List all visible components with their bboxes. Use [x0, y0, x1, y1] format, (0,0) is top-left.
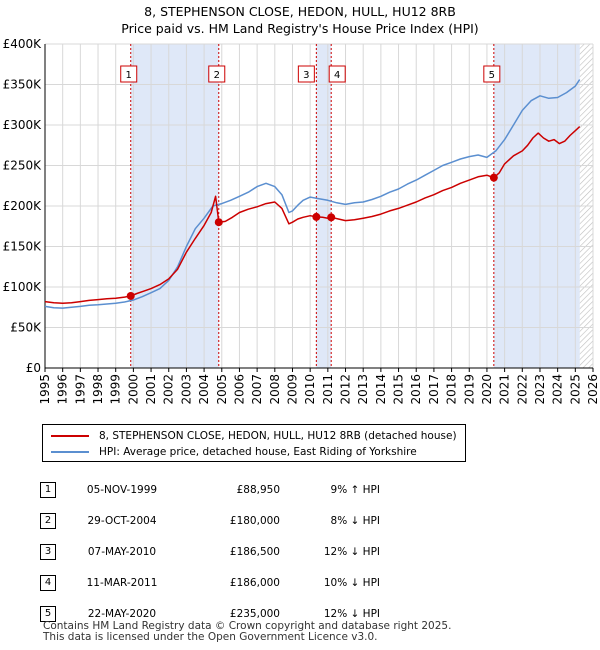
x-tick-label: 2014: [374, 374, 388, 405]
y-tick-label: £350K: [3, 78, 43, 92]
y-tick-label: £0: [26, 361, 41, 375]
y-tick-label: £300K: [3, 118, 43, 132]
table-row: 3 07-MAY-2010 £186,500 12% ↓ HPI: [40, 536, 380, 567]
y-tick-label: £400K: [3, 37, 43, 51]
sale-date: 07-MAY-2010: [87, 545, 157, 558]
chart-title-line2: Price paid vs. HM Land Registry's House …: [121, 21, 479, 36]
x-tick-label: 2005: [215, 374, 229, 405]
table-row: 2 29-OCT-2004 £180,000 8% ↓ HPI: [40, 505, 380, 536]
sale-number-box: [297, 65, 315, 83]
x-tick-label: 2023: [533, 374, 547, 405]
x-tick-label: 1995: [38, 374, 52, 405]
x-tick-label: 2000: [126, 374, 140, 405]
sale-date: 11-MAR-2011: [86, 576, 158, 589]
sale-number-badge: 1: [40, 481, 56, 498]
footer-line1: Contains HM Land Registry data © Crown c…: [43, 620, 452, 632]
sale-price: £235,000: [229, 607, 280, 620]
x-tick-label: 2011: [321, 374, 335, 405]
legend-hpi-label: HPI: Average price, detached house, East…: [99, 446, 417, 458]
sale-number-label: 5: [489, 70, 495, 81]
sale-number-box: [328, 65, 346, 83]
x-tick-label: 2001: [144, 374, 158, 405]
y-tick-label: £50K: [10, 321, 42, 335]
sale-number-label: 2: [214, 70, 220, 81]
sale-number-label: 1: [126, 70, 132, 81]
x-tick-label: 2010: [303, 374, 317, 405]
sale-price: £88,950: [236, 483, 280, 496]
x-tick-label: 2007: [250, 374, 264, 405]
x-tick-label: 1999: [109, 374, 123, 405]
sale-number-box: [120, 65, 138, 83]
sale-hpi-diff: 12% ↓ HPI: [323, 607, 380, 620]
sale-number-badge: 2: [40, 512, 56, 529]
legend-price-label: 8, STEPHENSON CLOSE, HEDON, HULL, HU12 8…: [99, 430, 457, 442]
legend-item-price: 8, STEPHENSON CLOSE, HEDON, HULL, HU12 8…: [51, 429, 457, 443]
price-chart: £0 £50K £100K £150K £200K £250K £300K £350K £400…: [3, 37, 600, 405]
x-tick-label: 1998: [91, 374, 105, 405]
x-tick-label: 2013: [356, 374, 370, 405]
x-tick-label: 2024: [551, 374, 565, 405]
x-tick-label: 2022: [515, 374, 529, 405]
chart-title-line1: 8, STEPHENSON CLOSE, HEDON, HULL, HU12 8…: [144, 4, 456, 19]
legend-price-swatch: [51, 435, 89, 437]
x-tick-label: 2019: [462, 374, 476, 405]
footer-copyright: Contains HM Land Registry data © Crown c…: [43, 621, 451, 643]
y-tick-label: £250K: [3, 159, 43, 173]
sale-point: [312, 212, 321, 221]
table-row: 5 22-MAY-2020 £235,000 12% ↓ HPI: [40, 598, 380, 629]
x-tick-label: 2020: [480, 374, 494, 405]
sale-hpi-diff: 12% ↓ HPI: [323, 545, 380, 558]
sale-point: [126, 291, 135, 300]
sale-point: [214, 218, 223, 227]
sale-date: 05-NOV-1999: [86, 483, 158, 496]
legend-hpi-swatch: [51, 451, 89, 453]
x-tick-label: 1996: [56, 374, 70, 405]
sale-point: [327, 213, 336, 222]
x-tick-label: 2012: [339, 374, 353, 405]
sale-number-box: [208, 65, 226, 83]
x-tick-label: 2009: [285, 374, 299, 405]
y-tick-label: £200K: [3, 199, 43, 213]
x-tick-label: 2016: [409, 374, 423, 405]
sale-number-badge: 5: [40, 605, 56, 622]
sale-hpi-diff: 9% ↑ HPI: [330, 483, 380, 496]
sale-price: £186,500: [229, 545, 280, 558]
x-tick-label: 2025: [568, 374, 582, 405]
table-row: 1 05-NOV-1999 £88,950 9% ↑ HPI: [40, 474, 380, 505]
x-tick-label: 2018: [445, 374, 459, 405]
x-tick-label: 2008: [268, 374, 282, 405]
legend-item-hpi: HPI: Average price, detached house, East…: [51, 445, 417, 459]
sale-hpi-diff: 10% ↓ HPI: [323, 576, 380, 589]
sale-price: £180,000: [229, 514, 280, 527]
chart-legend: 8, STEPHENSON CLOSE, HEDON, HULL, HU12 8…: [42, 424, 466, 462]
sale-number-label: 4: [334, 70, 340, 81]
hpi-series-line: [44, 79, 581, 309]
x-tick-label: 2003: [179, 374, 193, 405]
sale-hpi-diff: 8% ↓ HPI: [330, 514, 380, 527]
x-tick-label: 2017: [427, 374, 441, 405]
x-tick-label: 2015: [392, 374, 406, 405]
y-tick-label: £150K: [3, 240, 43, 254]
footer-line2: This data is licensed under the Open Gov…: [43, 631, 378, 643]
sale-number-box: [483, 65, 501, 83]
sale-price: £186,000: [229, 576, 280, 589]
sale-point: [489, 173, 498, 182]
sale-number-badge: 4: [40, 574, 56, 591]
x-tick-label: 2021: [498, 374, 512, 405]
sale-date: 29-OCT-2004: [87, 514, 157, 527]
x-tick-label: 2006: [232, 374, 246, 405]
sale-number-label: 3: [303, 70, 309, 81]
x-tick-label: 2026: [586, 374, 600, 405]
sale-number-badge: 3: [40, 543, 56, 560]
x-tick-label: 2004: [197, 374, 211, 405]
table-row: 4 11-MAR-2011 £186,000 10% ↓ HPI: [40, 567, 380, 598]
x-tick-label: 2002: [162, 374, 176, 405]
x-tick-label: 1997: [73, 374, 87, 405]
y-tick-label: £100K: [3, 280, 43, 294]
sales-table: 1 05-NOV-1999 £88,950 9% ↑ HPI 2 29-OCT-…: [40, 474, 380, 629]
sale-date: 22-MAY-2020: [87, 607, 157, 620]
